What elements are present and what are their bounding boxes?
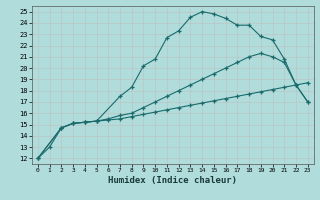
X-axis label: Humidex (Indice chaleur): Humidex (Indice chaleur) bbox=[108, 176, 237, 185]
